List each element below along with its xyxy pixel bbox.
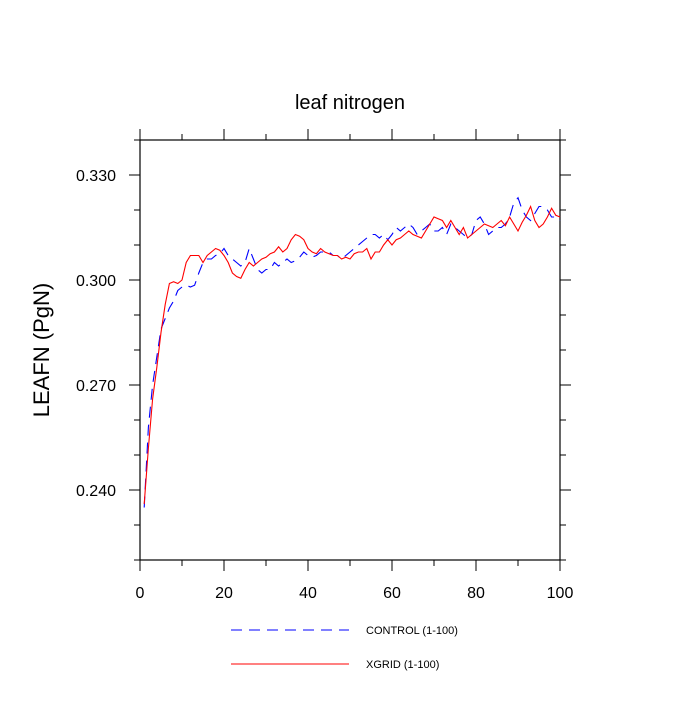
- y-tick-label: 0.330: [76, 168, 116, 185]
- series-line-xgrid: [143, 204, 561, 505]
- x-tick-label: 0: [136, 585, 145, 602]
- legend-label: CONTROL (1-100): [366, 625, 458, 637]
- y-tick-label: 0.300: [76, 273, 116, 290]
- legend-label: XGRID (1-100): [366, 659, 439, 671]
- y-axis-label: LEAFN (PgN): [29, 283, 54, 417]
- axis-tick-labels: 0 20 40 60 80 100 0.240 0.270 0.300 0.330: [76, 168, 573, 602]
- y-tick-label: 0.240: [76, 483, 116, 500]
- x-tick-label: 20: [215, 585, 233, 602]
- x-tick-label: 100: [547, 585, 574, 602]
- y-tick-label: 0.270: [76, 378, 116, 395]
- plot-frame: [139, 139, 561, 561]
- x-tick-label: 60: [383, 585, 401, 602]
- axis-ticks: [129, 129, 571, 571]
- legend: CONTROL (1-100) XGRID (1-100): [231, 625, 458, 671]
- x-tick-label: 80: [467, 585, 485, 602]
- x-tick-label: 40: [299, 585, 317, 602]
- series-layer: [143, 196, 561, 508]
- series-line-control: [143, 196, 561, 508]
- chart-title: leaf nitrogen: [295, 92, 405, 114]
